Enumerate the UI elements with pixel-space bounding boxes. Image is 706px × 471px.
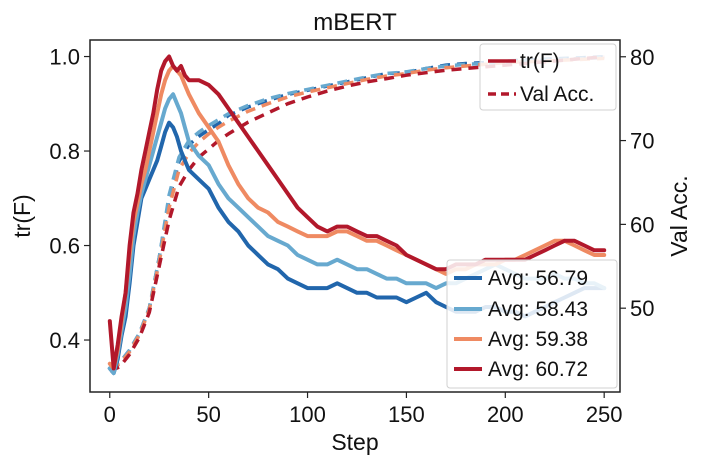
x-tick-label: 200 [487, 402, 524, 427]
legend-top: tr(F) Val Acc. [479, 43, 617, 111]
x-tick-label: 150 [388, 402, 425, 427]
x-tick-label: 0 [104, 402, 116, 427]
x-tick-label: 50 [196, 402, 220, 427]
y2-axis-title: Val Acc. [666, 175, 692, 256]
legend-series-2-label: Avg: 58.43 [488, 298, 588, 321]
x-axis-title: Step [331, 429, 378, 455]
y-axis-title: tr(F) [9, 194, 35, 237]
y-tick-label: 1.0 [49, 45, 80, 70]
y2-tick-label: 60 [630, 212, 654, 237]
y2-tick-label: 70 [630, 129, 654, 154]
legend-trf-label: tr(F) [520, 50, 560, 73]
chart-title: mBERT [313, 9, 397, 36]
y-tick-label: 0.8 [49, 139, 80, 164]
legend-series-4-label: Avg: 60.72 [488, 358, 588, 381]
y-tick-label: 0.6 [49, 234, 80, 259]
legend-series-3-label: Avg: 59.38 [488, 328, 588, 351]
legend-bottom: Avg: 56.79 Avg: 58.43 Avg: 59.38 Avg: 60… [446, 259, 618, 389]
x-tick-label: 250 [586, 402, 623, 427]
series-line-8 [109, 55, 605, 373]
plot-frame [89, 39, 621, 393]
series-line-5 [109, 55, 605, 369]
legend-series-1-label: Avg: 56.79 [488, 267, 588, 290]
y-tick-label: 0.4 [49, 328, 80, 353]
y-axis-left: 0.4 0.6 0.8 1.0 [49, 45, 90, 353]
y2-tick-label: 50 [630, 296, 654, 321]
y2-tick-label: 80 [630, 45, 654, 70]
legend-bottom-box [446, 259, 618, 389]
x-tick-label: 100 [289, 402, 326, 427]
legend-valacc-label: Val Acc. [520, 83, 594, 106]
x-axis: 0 50 100 150 200 250 [104, 392, 623, 427]
y-axis-right: 50 60 70 80 [620, 45, 654, 321]
